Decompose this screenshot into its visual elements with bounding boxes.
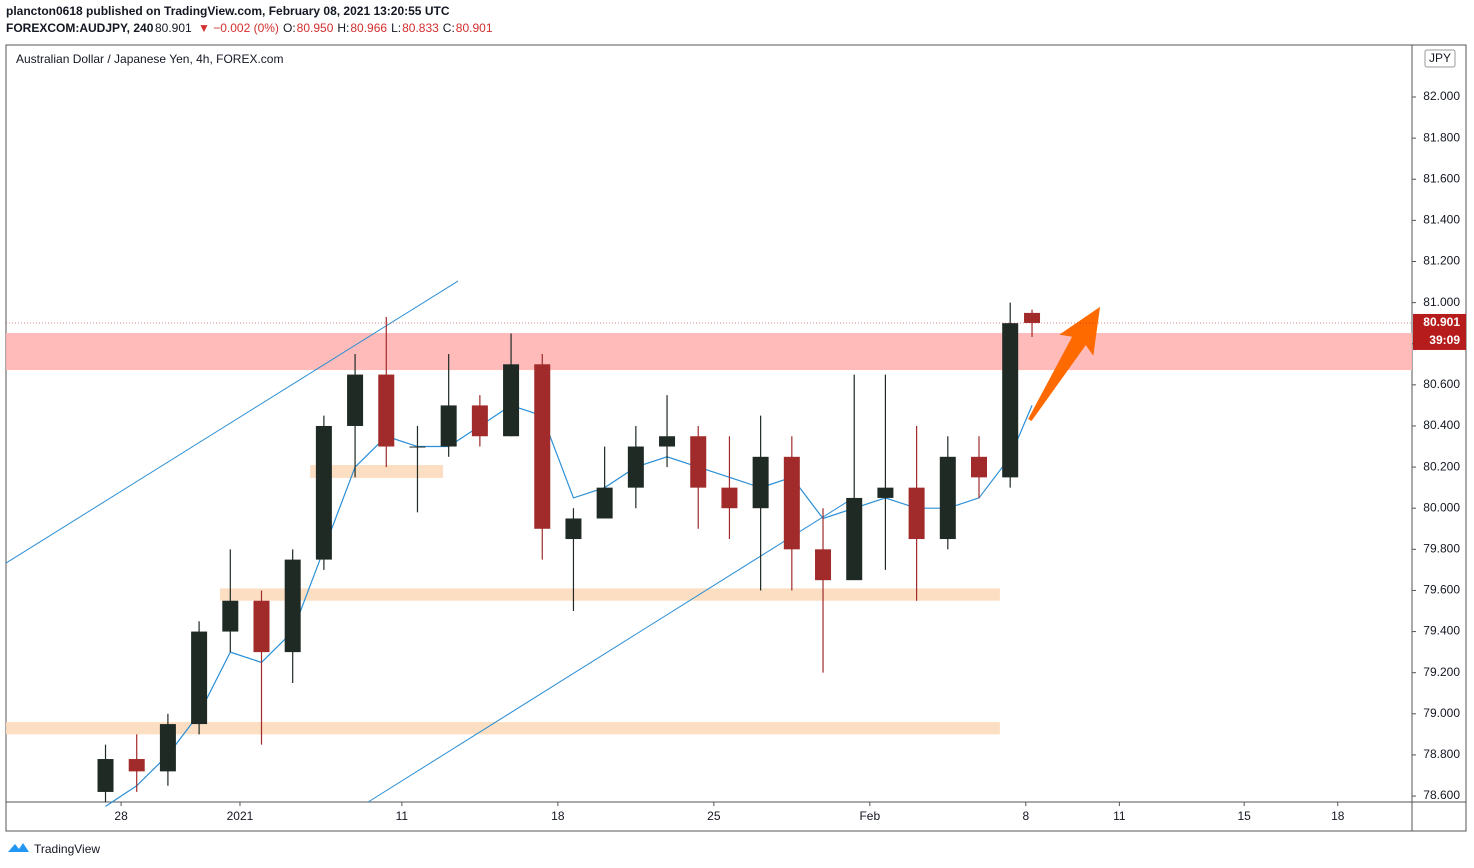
- symbol: FOREXCOM:AUDJPY, 240: [6, 21, 154, 35]
- x-tick-label: Feb: [859, 809, 880, 823]
- candle-body: [721, 487, 738, 509]
- x-tick-label: 11: [1113, 809, 1126, 823]
- y-tick-label: 78.600: [1423, 788, 1460, 802]
- y-tick-label: 81.200: [1423, 254, 1460, 268]
- candle-body: [939, 456, 956, 540]
- trendline: [5, 280, 459, 564]
- candle-body: [659, 436, 676, 447]
- candle-body: [596, 487, 613, 519]
- y-tick-label: 80.000: [1423, 500, 1460, 514]
- ohlc-value: 80.901: [456, 21, 493, 35]
- candle-body: [440, 405, 457, 447]
- y-tick-label: 81.600: [1423, 171, 1460, 185]
- last: 80.901: [155, 21, 192, 35]
- y-tick-label: 80.600: [1423, 377, 1460, 391]
- candle-body: [128, 759, 145, 772]
- candle-body: [191, 631, 208, 725]
- y-tick-label: 81.000: [1423, 295, 1460, 309]
- candle-body: [846, 497, 863, 581]
- candle-body: [159, 724, 176, 772]
- candle-body: [971, 456, 988, 478]
- ohlc-key: H:: [337, 21, 349, 35]
- frame: [5, 44, 1467, 832]
- candle-body: [908, 487, 925, 540]
- ohlc-key: C:: [443, 21, 455, 35]
- publisher: plancton0618 published on TradingView.co…: [6, 4, 450, 18]
- candle-body: [815, 549, 832, 581]
- chart-title: Australian Dollar / Japanese Yen, 4h, FO…: [16, 52, 283, 66]
- y-tick-label: 79.800: [1423, 541, 1460, 555]
- y-tick-label: 79.400: [1423, 624, 1460, 638]
- x-tick-label: 8: [1022, 809, 1029, 823]
- y-tick-label: 80.400: [1423, 418, 1460, 432]
- x-tick-label: 28: [114, 809, 128, 823]
- candle-body: [1024, 312, 1041, 323]
- change: ▼ −0.002 (0%): [198, 21, 279, 35]
- currency-badge: [1424, 49, 1456, 68]
- x-tick-label: 18: [1331, 809, 1345, 823]
- moving-average: [105, 404, 1033, 807]
- brand: TradingView: [34, 842, 100, 856]
- zone: [310, 465, 444, 478]
- candle-body: [534, 364, 551, 529]
- candle-body: [503, 364, 520, 437]
- candle-body: [409, 446, 426, 448]
- currency: JPY: [1429, 51, 1451, 65]
- zone: [220, 588, 1000, 601]
- candle-body: [565, 518, 582, 540]
- ohlc: O: 80.950 H: 80.966 L: 80.833 C: 80.901: [283, 21, 493, 35]
- candle-body: [347, 374, 364, 426]
- candle-body: [627, 446, 644, 488]
- ohlc-key: L:: [391, 21, 401, 35]
- x-tick-label: 15: [1237, 809, 1251, 823]
- y-tick-label: 79.200: [1423, 665, 1460, 679]
- trendline: [367, 499, 851, 803]
- candle-body: [690, 436, 707, 488]
- logo: [8, 843, 29, 852]
- x-tick-label: 18: [551, 809, 565, 823]
- candle-body: [1002, 323, 1019, 478]
- zone: [6, 722, 1000, 735]
- arrow: [1028, 306, 1101, 422]
- candle-body: [315, 425, 332, 560]
- y-tick-label: 78.800: [1423, 747, 1460, 761]
- zone: [6, 333, 1412, 371]
- y-tick-label: 79.000: [1423, 706, 1460, 720]
- y-tick-label: 80.200: [1423, 459, 1460, 473]
- last-price: 80.901: [1423, 315, 1460, 329]
- y-tick-label: 81.400: [1423, 213, 1460, 227]
- candle-body: [877, 487, 894, 498]
- candle-body: [284, 559, 301, 653]
- y-tick-label: 82.000: [1423, 89, 1460, 103]
- ohlc-value: 80.833: [402, 21, 439, 35]
- countdown: 39:09: [1429, 333, 1460, 347]
- candle-body: [97, 759, 114, 792]
- ohlc-value: 80.966: [350, 21, 387, 35]
- y-tick-label: 79.600: [1423, 583, 1460, 597]
- candle-body: [783, 456, 800, 550]
- last-price-box: [1413, 313, 1466, 350]
- candle-body: [752, 456, 769, 509]
- ohlc-key: O:: [283, 21, 296, 35]
- x-tick-label: 2021: [227, 809, 254, 823]
- candle-body: [378, 374, 395, 447]
- ohlc-value: 80.950: [297, 21, 334, 35]
- x-tick-label: 25: [707, 809, 721, 823]
- y-tick-label: 81.800: [1423, 130, 1460, 144]
- candle-body: [471, 405, 488, 437]
- candle-body: [253, 600, 270, 653]
- candle-body: [222, 600, 239, 632]
- x-tick-label: 11: [396, 809, 409, 823]
